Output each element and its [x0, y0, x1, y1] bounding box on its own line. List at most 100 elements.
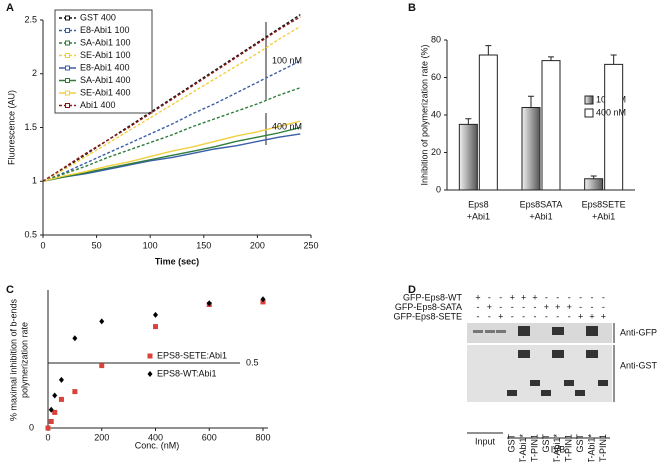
y-tick-label: 1.5 — [24, 122, 37, 132]
x-tick-label: 0 — [40, 240, 45, 250]
lane-label: GST-PIN1 — [564, 434, 574, 462]
sign: - — [522, 311, 525, 321]
point — [99, 318, 105, 325]
sign: - — [488, 292, 491, 302]
point — [72, 335, 78, 342]
sign: - — [534, 302, 537, 312]
band — [564, 380, 574, 386]
lane-label: GST — [575, 434, 585, 453]
legend-marker — [65, 90, 70, 96]
y-tick-label: 0.5 — [24, 229, 37, 239]
sign: + — [544, 302, 549, 312]
lane-label: GST-PIN1 — [529, 434, 539, 462]
legend-label: EPS8-WT:Abi1 — [157, 368, 217, 378]
legend-marker — [147, 371, 153, 377]
sign: - — [511, 302, 514, 312]
legend-label: 400 nM — [596, 107, 626, 117]
point — [72, 389, 78, 395]
x-tick-label: 150 — [196, 240, 211, 250]
point — [45, 425, 51, 431]
legend-swatch — [584, 108, 594, 118]
error-bar — [590, 175, 597, 179]
blot-label: Anti-GST — [620, 360, 658, 370]
point — [206, 300, 212, 307]
group-label: Input — [475, 436, 496, 446]
y-tick-label: 1 — [32, 176, 37, 186]
legend-marker — [65, 53, 70, 58]
sign: + — [589, 311, 594, 321]
band — [530, 380, 540, 386]
panel-label: C — [6, 284, 14, 296]
bar — [478, 54, 498, 191]
band — [518, 326, 530, 336]
x-tick-label: 50 — [92, 240, 102, 250]
x-tick-label: +Abi1 — [529, 211, 552, 221]
series-line — [42, 126, 301, 182]
lane-label: GST-Abi1* — [552, 434, 562, 462]
band — [485, 330, 495, 333]
band — [473, 330, 483, 333]
y-axis-label: Inhibition of polymerization rate (%) — [419, 44, 429, 185]
legend-label: Abi1 400 — [80, 100, 116, 110]
legend-label: EPS8-SETE:Abi1 — [157, 350, 227, 360]
point — [153, 311, 158, 318]
sign: + — [532, 292, 537, 302]
row-label: GFP-Eps8-SATA — [395, 302, 462, 312]
sign: - — [488, 311, 491, 321]
x-tick-label: 600 — [202, 432, 217, 442]
sign: + — [487, 302, 492, 312]
legend-label: SA-Abi1 100 — [80, 37, 131, 47]
y-tick-label: 0 — [29, 422, 34, 432]
blot-label: Anti-GFP — [620, 327, 657, 337]
legend-marker — [65, 65, 70, 71]
point — [52, 392, 58, 399]
sign: - — [602, 302, 605, 312]
series-line — [42, 87, 301, 182]
x-tick-label: 800 — [255, 432, 270, 442]
point — [48, 419, 54, 424]
x-tick-label: 200 — [250, 240, 265, 250]
sign: - — [591, 292, 594, 302]
bands — [473, 326, 608, 396]
lane-label: GST-PIN1 — [598, 434, 608, 462]
legend-label: SE-Abi1 100 — [80, 50, 131, 60]
band — [496, 330, 506, 333]
panel-label: D — [408, 284, 416, 296]
sign: - — [499, 292, 502, 302]
error-bar — [465, 118, 472, 125]
point — [58, 396, 64, 402]
sign: + — [578, 311, 583, 321]
sign: - — [579, 292, 582, 302]
legend-label: GST 400 — [80, 12, 116, 22]
point — [260, 296, 266, 303]
legend-marker — [65, 15, 70, 21]
lane-label: GST-Abi1* — [586, 434, 596, 462]
sign: - — [477, 302, 480, 312]
legend-marker — [65, 28, 70, 33]
point — [48, 406, 54, 413]
series-line — [42, 16, 301, 182]
legend-label: E8-Abi1 100 — [80, 25, 130, 35]
bar — [541, 60, 561, 191]
sign: + — [498, 311, 503, 321]
sign: - — [579, 302, 582, 312]
y-axis-label: Fluorescence (AU) — [6, 90, 16, 165]
legend-marker — [65, 40, 70, 46]
reference-label: 0.5 — [246, 357, 259, 367]
sign: - — [534, 311, 537, 321]
legend-box — [54, 9, 153, 114]
error-bar — [548, 56, 554, 61]
bar — [584, 178, 604, 191]
point — [58, 376, 64, 383]
legend-swatch — [584, 95, 594, 105]
sign: - — [556, 292, 559, 302]
x-tick-label: +Abi1 — [467, 211, 490, 221]
sign: - — [545, 311, 548, 321]
annotation: 100 nM — [272, 55, 302, 65]
x-axis-label: Time (sec) — [155, 256, 199, 266]
y-tick-label: 20 — [431, 147, 441, 157]
sign: - — [556, 311, 559, 321]
bar — [521, 107, 541, 191]
y-tick-label: 40 — [431, 109, 441, 119]
sign: + — [510, 292, 515, 302]
